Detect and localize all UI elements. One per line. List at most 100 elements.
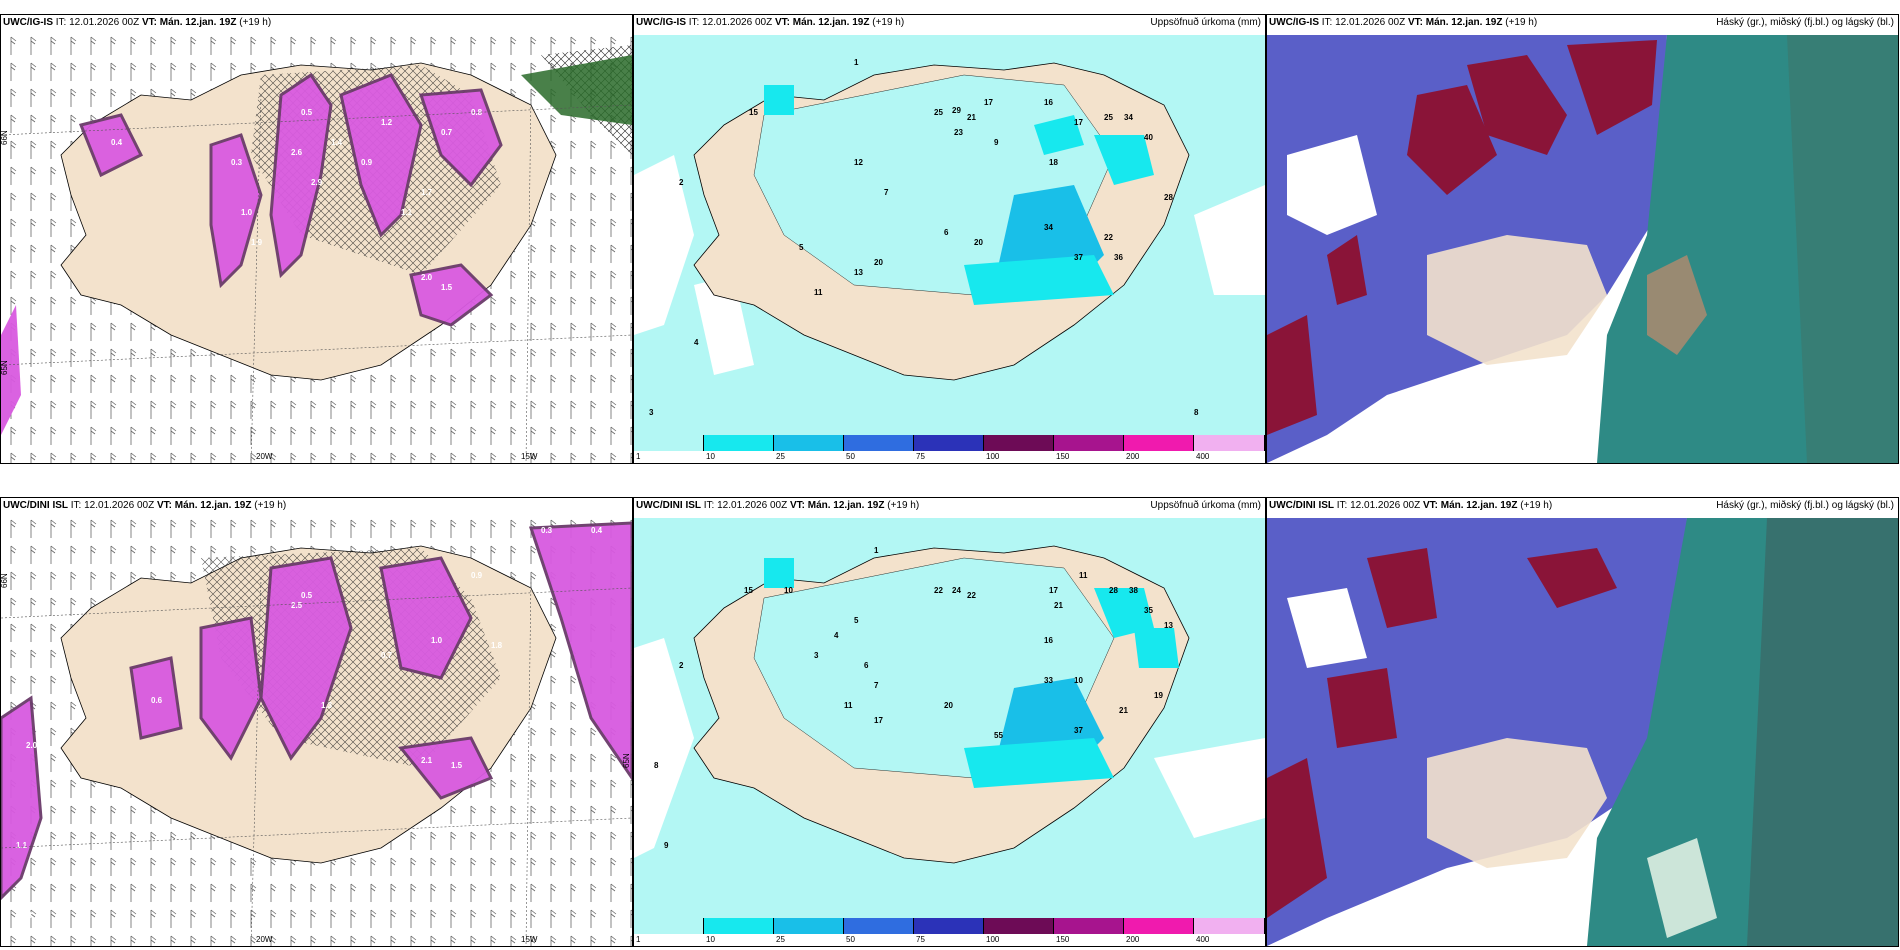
row1-colorbar: 1 10 25 50 75 100 150 200 400	[634, 435, 1265, 461]
row2-precip-panel: UWC/DINI ISL IT: 12.01.2026 00Z VT: Mán.…	[633, 497, 1266, 947]
svg-text:65N: 65N	[622, 753, 631, 768]
svg-text:55: 55	[994, 731, 1003, 740]
svg-text:11: 11	[1079, 571, 1088, 580]
svg-text:1: 1	[874, 546, 879, 555]
svg-text:1.0: 1.0	[241, 208, 253, 217]
svg-text:21: 21	[1119, 706, 1128, 715]
svg-text:1.0: 1.0	[431, 636, 443, 645]
colorbar-tick: 150	[1056, 935, 1070, 944]
row2-precip-title: Uppsöfnuð úrkoma (mm)	[1150, 500, 1261, 511]
svg-text:11: 11	[814, 288, 823, 297]
svg-text:20: 20	[874, 258, 883, 267]
svg-text:1.6: 1.6	[16, 901, 28, 910]
svg-text:2.0: 2.0	[421, 273, 433, 282]
colorbar-swatch	[774, 918, 844, 934]
colorbar-swatch	[1124, 918, 1194, 934]
svg-text:2: 2	[679, 178, 684, 187]
colorbar-swatch	[914, 435, 984, 451]
svg-text:4: 4	[694, 338, 699, 347]
svg-text:13: 13	[854, 268, 863, 277]
colorbar-swatch	[914, 918, 984, 934]
svg-text:1.4: 1.4	[331, 138, 343, 147]
svg-text:0.3: 0.3	[231, 158, 243, 167]
svg-text:13: 13	[1164, 621, 1173, 630]
svg-text:2.1: 2.1	[421, 756, 433, 765]
left-value-labels: 0.5 2.5 1.0 0.9 1.3 0.7 1.5 0.6 2.1 0.3 …	[16, 526, 603, 920]
svg-text:25: 25	[1104, 113, 1113, 122]
colorbar-tick: 200	[1126, 452, 1140, 461]
svg-text:17: 17	[1074, 118, 1083, 127]
svg-text:0.8: 0.8	[21, 911, 33, 920]
svg-text:0.5: 0.5	[301, 108, 313, 117]
row1-wind-panel: UWC/IG-IS IT: 12.01.2026 00Z VT: Mán. 12…	[0, 14, 633, 464]
svg-text:35: 35	[1144, 606, 1153, 615]
svg-text:7: 7	[884, 188, 889, 197]
colorbar-tick: 10	[706, 935, 715, 944]
colorbar-tick: 75	[916, 452, 925, 461]
row2-wind-header: UWC/DINI ISL IT: 12.01.2026 00Z VT: Mán.…	[3, 500, 287, 511]
svg-text:29: 29	[952, 106, 961, 115]
svg-text:10: 10	[1074, 676, 1083, 685]
row1-cloud-title: Háský (gr.), miðský (fj.bl.) og lágský (…	[1716, 17, 1894, 28]
svg-text:15W: 15W	[521, 935, 538, 944]
svg-text:17: 17	[1049, 586, 1058, 595]
svg-text:36: 36	[1114, 253, 1123, 262]
svg-text:9: 9	[664, 841, 669, 850]
colorbar-tick: 10	[706, 452, 715, 461]
colorbar-swatch	[704, 435, 774, 451]
colorbar-swatch	[634, 435, 704, 451]
svg-text:6: 6	[944, 228, 949, 237]
svg-text:17: 17	[874, 716, 883, 725]
svg-text:16: 16	[1044, 636, 1053, 645]
svg-text:17: 17	[984, 98, 993, 107]
svg-text:20W: 20W	[256, 935, 273, 944]
svg-text:12: 12	[854, 158, 863, 167]
row2-wind-map: 0.5 2.5 1.0 0.9 1.3 0.7 1.5 0.6 2.1 0.3 …	[1, 518, 632, 946]
svg-text:8: 8	[1194, 408, 1199, 417]
svg-text:19: 19	[1154, 691, 1163, 700]
svg-text:1.7: 1.7	[421, 188, 433, 197]
svg-text:22: 22	[1104, 233, 1113, 242]
svg-text:20: 20	[944, 701, 953, 710]
svg-text:1.1: 1.1	[16, 841, 28, 850]
svg-text:34: 34	[1124, 113, 1133, 122]
svg-text:40: 40	[1144, 133, 1153, 142]
svg-text:15: 15	[749, 108, 758, 117]
svg-text:2: 2	[679, 661, 684, 670]
svg-text:21: 21	[1054, 601, 1063, 610]
colorbar-swatch	[844, 918, 914, 934]
svg-text:1.9: 1.9	[251, 238, 263, 247]
svg-text:16: 16	[1044, 98, 1053, 107]
svg-text:3: 3	[649, 408, 654, 417]
colorbar-swatch	[634, 918, 704, 934]
colorbar-swatch	[1194, 918, 1265, 934]
row1-wind-header: UWC/IG-IS IT: 12.01.2026 00Z VT: Mán. 12…	[3, 17, 272, 28]
row1-cloud-header: UWC/IG-IS IT: 12.01.2026 00Z VT: Mán. 12…	[1269, 17, 1538, 28]
svg-text:28: 28	[1164, 193, 1173, 202]
colorbar-swatch	[984, 918, 1054, 934]
colorbar-tick: 25	[776, 935, 785, 944]
svg-text:38: 38	[1129, 586, 1138, 595]
svg-text:0.4: 0.4	[111, 138, 123, 147]
svg-text:9: 9	[994, 138, 999, 147]
magenta-precip-areas	[1, 55, 632, 435]
svg-text:66N: 66N	[1, 573, 9, 588]
colorbar-swatch	[1194, 435, 1265, 451]
svg-text:1.8: 1.8	[491, 641, 503, 650]
svg-text:18: 18	[1049, 158, 1058, 167]
iceland-land	[1427, 235, 1607, 365]
colorbar-tick: 100	[986, 935, 1000, 944]
svg-text:7: 7	[874, 681, 879, 690]
svg-text:1.3: 1.3	[321, 701, 333, 710]
svg-text:2.9: 2.9	[311, 178, 323, 187]
row2-cloud-map	[1267, 518, 1898, 946]
svg-text:1.5: 1.5	[451, 761, 463, 770]
svg-text:0.9: 0.9	[361, 158, 373, 167]
row1-cloud-panel: UWC/IG-IS IT: 12.01.2026 00Z VT: Mán. 12…	[1266, 14, 1899, 464]
svg-text:65N: 65N	[1, 360, 9, 375]
svg-text:3: 3	[814, 651, 819, 660]
svg-text:28: 28	[1109, 586, 1118, 595]
svg-text:6: 6	[864, 661, 869, 670]
colorbar-tick: 1	[636, 452, 641, 461]
svg-text:0.9: 0.9	[471, 571, 483, 580]
